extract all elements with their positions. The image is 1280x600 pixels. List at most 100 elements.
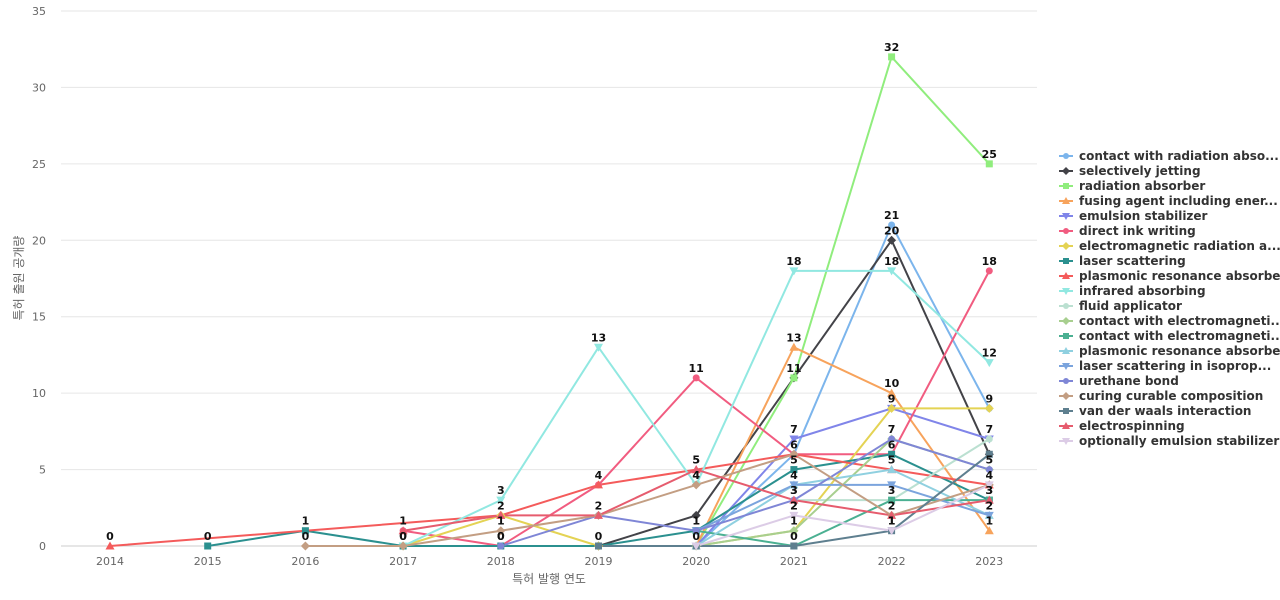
data-label: 0 [302, 530, 310, 543]
legend-marker [1062, 167, 1070, 175]
data-point [984, 403, 994, 413]
legend-item[interactable]: plasmonic resonance absorbe... [1059, 344, 1280, 358]
legend-marker [1062, 363, 1070, 370]
data-point [888, 496, 896, 504]
data-label: 18 [982, 255, 997, 268]
data-label: 4 [985, 469, 993, 482]
data-point [594, 480, 603, 489]
legend-marker [1062, 422, 1070, 429]
legend-label: radiation absorber [1079, 179, 1205, 193]
series-line [695, 346, 991, 547]
data-point [888, 435, 896, 443]
legend-item[interactable]: laser scattering [1059, 254, 1186, 268]
data-point [984, 481, 994, 490]
data-label: 2 [888, 499, 896, 512]
y-tick-label: 10 [32, 387, 46, 400]
legend-marker [1062, 317, 1070, 325]
legend-item[interactable]: contact with radiation abso... [1059, 149, 1279, 163]
data-point [984, 495, 994, 504]
legend-label: fluid applicator [1079, 299, 1182, 313]
data-label: 4 [595, 469, 603, 482]
series-line [305, 453, 990, 547]
legend: contact with radiation abso...selectivel… [1059, 149, 1280, 448]
data-label: 0 [790, 530, 798, 543]
x-tick-label: 2017 [389, 555, 417, 568]
data-label: 25 [982, 148, 997, 161]
legend-item[interactable]: contact with electromagneti... [1059, 314, 1280, 328]
data-point [692, 374, 700, 382]
data-label: 1 [497, 515, 505, 528]
data-label: 0 [497, 530, 505, 543]
data-point [789, 267, 799, 276]
legend-item[interactable]: van der waals interaction [1059, 404, 1251, 418]
legend-item[interactable]: electromagnetic radiation a... [1059, 239, 1280, 253]
legend-item[interactable]: radiation absorber [1059, 179, 1205, 193]
legend-label: infrared absorbing [1079, 284, 1206, 298]
data-label: 0 [204, 530, 212, 543]
x-tick-label: 2022 [878, 555, 906, 568]
legend-item[interactable]: emulsion stabilizer [1059, 209, 1208, 223]
data-point [789, 526, 799, 536]
data-label: 20 [884, 224, 900, 237]
legend-item[interactable]: fluid applicator [1059, 299, 1182, 313]
legend-item[interactable]: fusing agent including ener... [1059, 194, 1278, 208]
legend-item[interactable]: optionally emulsion stabilizer [1059, 434, 1279, 448]
data-point [984, 511, 994, 520]
legend-label: laser scattering [1079, 254, 1186, 268]
data-point [594, 343, 603, 352]
x-tick-label: 2019 [585, 555, 613, 568]
legend-item[interactable]: urethane bond [1059, 374, 1179, 388]
legend-marker [1063, 408, 1069, 414]
legend-item[interactable]: curing curable composition [1059, 389, 1263, 403]
legend-item[interactable]: laser scattering in isoprop... [1059, 359, 1271, 373]
data-label: 1 [692, 515, 700, 528]
data-point [984, 359, 994, 368]
legend-item[interactable]: infrared absorbing [1059, 284, 1206, 298]
legend-marker [1062, 347, 1070, 354]
data-point [692, 527, 700, 535]
data-label: 13 [591, 331, 606, 344]
data-point [985, 267, 993, 275]
data-point [691, 465, 701, 474]
x-tick-label: 2014 [96, 555, 124, 568]
data-label: 4 [692, 469, 700, 482]
legend-label: contact with electromagneti... [1079, 329, 1280, 343]
data-label: 0 [497, 530, 505, 543]
legend-label: selectively jetting [1079, 164, 1201, 178]
legend-label: emulsion stabilizer [1079, 209, 1208, 223]
y-tick-label: 20 [32, 234, 46, 247]
data-point [594, 510, 603, 519]
legend-marker [1063, 303, 1069, 309]
legend-label: fusing agent including ener... [1079, 194, 1278, 208]
data-label: 11 [689, 362, 704, 375]
legend-item[interactable]: direct ink writing [1059, 224, 1196, 238]
legend-marker [1063, 378, 1069, 384]
data-label: 2 [497, 499, 505, 512]
data-label: 4 [790, 469, 798, 482]
data-point [496, 510, 506, 519]
data-point [789, 342, 799, 351]
series-line [500, 438, 990, 547]
legend-item[interactable]: electrospinning [1059, 419, 1185, 433]
y-tick-label: 5 [39, 464, 46, 477]
data-point [204, 542, 212, 550]
x-tick-label: 2016 [291, 555, 319, 568]
legend-item[interactable]: selectively jetting [1059, 164, 1201, 178]
legend-item[interactable]: plasmonic resonance absorber [1059, 269, 1280, 283]
legend-marker [1063, 333, 1069, 339]
data-label: 5 [790, 454, 798, 467]
data-point [595, 542, 602, 550]
data-point [887, 527, 897, 536]
legend-marker [1063, 153, 1069, 159]
data-point [887, 481, 897, 490]
legend-item[interactable]: contact with electromagneti... [1059, 329, 1280, 343]
legend-label: electrospinning [1079, 419, 1185, 433]
data-label: 3 [497, 484, 505, 497]
data-point [301, 527, 309, 535]
data-point [887, 235, 897, 245]
data-label: 2 [790, 499, 798, 512]
data-label: 18 [884, 255, 899, 268]
legend-label: urethane bond [1079, 374, 1179, 388]
